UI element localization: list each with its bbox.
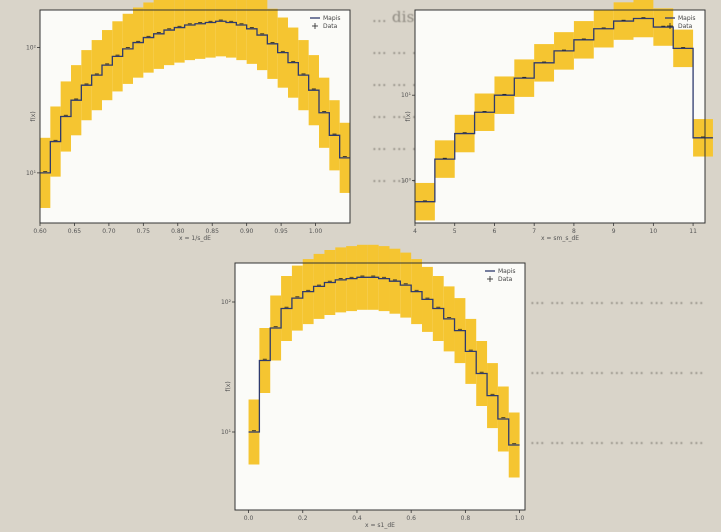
background-text-line: ... ... ... ... ... ... ... ... ... bbox=[530, 430, 704, 448]
x-tick-label: 0.80 bbox=[171, 228, 185, 235]
histogram-plot-3: 0.0 0.2 0.4 0.6 0.8 1.0 10¹ 10² x = s1_dE f(x) Map… bbox=[221, 244, 526, 529]
legend-label: Mapis bbox=[498, 268, 515, 275]
x-tick-label: 9 bbox=[612, 228, 616, 235]
background-text-line: ... ... ... ... ... ... ... ... ... bbox=[530, 290, 704, 308]
x-tick-label: 0.95 bbox=[274, 228, 288, 235]
x-tick-label: 10 bbox=[650, 228, 658, 235]
y-tick-label: 10² bbox=[26, 45, 37, 52]
uncertainty-band bbox=[184, 0, 195, 61]
y-tick-label: 10² bbox=[221, 299, 232, 306]
legend-label: Mapis bbox=[323, 15, 340, 22]
mc-step-line bbox=[40, 20, 350, 174]
x-tick-label: 4 bbox=[413, 228, 417, 235]
y-axis-label: f(x) bbox=[405, 111, 412, 121]
legend-label: Data bbox=[323, 23, 338, 30]
y-axis-label: f(x) bbox=[225, 381, 232, 391]
y-tick-label: 10⁰ bbox=[401, 177, 412, 184]
x-tick-label: 6 bbox=[493, 228, 497, 235]
y-tick-label: 10¹ bbox=[26, 170, 37, 177]
uncertainty-band bbox=[226, 0, 237, 58]
x-tick-label: 8 bbox=[572, 228, 576, 235]
x-tick-label: 11 bbox=[689, 228, 697, 235]
plot-border bbox=[414, 9, 706, 224]
uncertainty-band bbox=[236, 0, 247, 61]
plot-border bbox=[234, 262, 526, 511]
uncertainty-band bbox=[174, 0, 185, 63]
y-tick-label: 10¹ bbox=[221, 429, 232, 436]
x-tick-label: 0.6 bbox=[406, 515, 416, 522]
legend-label: Mapis bbox=[678, 15, 695, 22]
uncertainty-band bbox=[246, 0, 257, 64]
x-tick-label: 0.60 bbox=[33, 228, 47, 235]
background-text-line: ... ... ... ... ... ... ... ... ... bbox=[530, 360, 704, 378]
y-tick-label: 10¹ bbox=[401, 92, 412, 99]
x-tick-label: 0.4 bbox=[352, 515, 362, 522]
x-axis-label: x = s1_dE bbox=[365, 522, 395, 529]
mc-step-line bbox=[248, 276, 520, 446]
x-tick-label: 0.2 bbox=[298, 515, 308, 522]
mc-step-line bbox=[415, 17, 713, 203]
x-tick-label: 1.00 bbox=[309, 228, 323, 235]
uncertainty-band bbox=[164, 0, 175, 66]
uncertainty-band bbox=[195, 0, 206, 59]
x-tick-label: 0.70 bbox=[102, 228, 116, 235]
x-tick-label: 7 bbox=[532, 228, 536, 235]
x-tick-label: 0.0 bbox=[244, 515, 254, 522]
x-tick-label: 1.0 bbox=[515, 515, 525, 522]
y-axis-label: f(x) bbox=[30, 111, 37, 121]
legend-label: Data bbox=[498, 276, 513, 283]
histogram-plot-1: 0.60 0.65 0.70 0.75 0.80 0.85 0.90 0.95 1.00 10¹ 1… bbox=[26, 0, 351, 242]
x-tick-label: 5 bbox=[453, 228, 457, 235]
plot-border bbox=[39, 9, 351, 224]
legend-label: Data bbox=[678, 23, 693, 30]
x-tick-label: 0.75 bbox=[137, 228, 151, 235]
x-tick-label: 0.85 bbox=[206, 228, 220, 235]
x-tick-label: 0.65 bbox=[68, 228, 82, 235]
x-tick-label: 0.8 bbox=[461, 515, 471, 522]
uncertainty-band bbox=[205, 0, 216, 58]
x-axis-label: x = 1/s_dE bbox=[179, 235, 211, 242]
x-tick-label: 0.90 bbox=[240, 228, 254, 235]
uncertainty-band bbox=[215, 0, 226, 57]
x-axis-label: x = sm_s_dE bbox=[541, 235, 579, 242]
